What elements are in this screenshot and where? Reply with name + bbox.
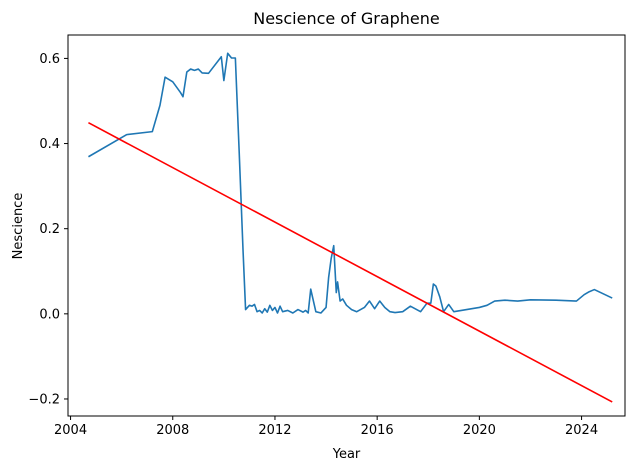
y-axis-label: Nescience	[11, 193, 26, 260]
x-tick-label: 2024	[565, 423, 598, 438]
plot-series	[88, 52, 613, 403]
chart-title: Nescience of Graphene	[253, 9, 440, 28]
y-tick-label: 0.2	[39, 222, 60, 237]
nescience-series-line	[88, 52, 613, 314]
y-tick-label: 0.0	[39, 307, 60, 322]
y-tick-label: 0.4	[39, 137, 60, 152]
x-axis-label: Year	[332, 447, 361, 462]
y-tick-label: −0.2	[28, 392, 60, 407]
x-tick-label: 2012	[258, 423, 291, 438]
y-tick-label: 0.6	[39, 52, 60, 67]
x-tick-label: 2008	[156, 423, 189, 438]
plot-frame	[67, 34, 626, 417]
x-tick-label: 2020	[463, 423, 496, 438]
x-tick-label: 2016	[361, 423, 394, 438]
x-tick-label: 2004	[54, 423, 87, 438]
trend-line	[88, 121, 613, 403]
axis-ticks: 2004 2008 2012 2016 2020 2024 −0.2 0.0 0.2 0.4 0.6	[28, 52, 598, 438]
